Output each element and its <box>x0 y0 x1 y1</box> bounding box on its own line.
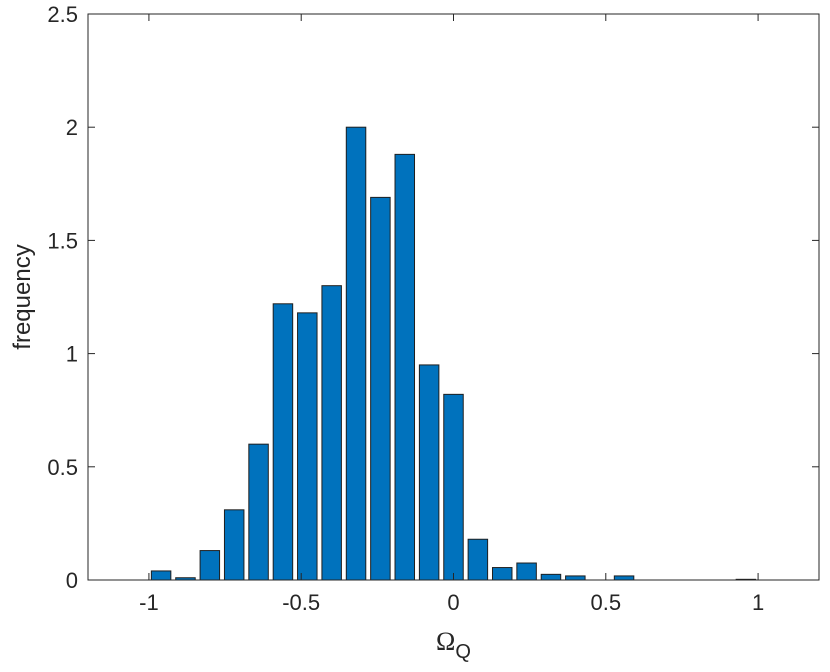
ticks-group <box>88 13 819 581</box>
y-tick-label: 0 <box>66 568 78 593</box>
x-tick-label: -0.5 <box>282 590 320 615</box>
histogram-bar <box>370 196 391 581</box>
histogram-bar <box>394 153 416 581</box>
y-axis-label: frequency <box>9 244 36 349</box>
histogram-bar <box>418 364 440 581</box>
bars-group <box>150 126 757 581</box>
y-tick-label: 1 <box>66 342 78 367</box>
histogram-bar <box>248 443 269 581</box>
histogram-bar <box>199 550 221 581</box>
histogram-bar <box>491 567 513 581</box>
histogram-bar <box>150 570 172 581</box>
histogram-bar <box>516 562 537 581</box>
histogram-bar <box>467 538 489 581</box>
histogram-bar <box>345 126 367 581</box>
x-tick-label: 1 <box>752 590 764 615</box>
y-tick-label: 1.5 <box>47 228 78 253</box>
y-tick-label: 2.5 <box>47 2 78 27</box>
histogram-bar <box>540 573 562 581</box>
x-axis-label-main: Ω <box>436 627 455 656</box>
histogram-bar <box>613 575 635 581</box>
histogram-bar <box>223 509 245 581</box>
x-tick-label: -1 <box>139 590 159 615</box>
x-axis-label: ΩQ <box>436 627 471 663</box>
tick-labels-group: -1 -0.5 0 0.5 1 0 0.5 1 1.5 2 2.5 <box>47 2 764 615</box>
y-tick-label: 2 <box>66 115 78 140</box>
y-tick-label: 0.5 <box>47 455 78 480</box>
histogram-bar <box>443 393 464 581</box>
x-tick-label: 0 <box>447 590 459 615</box>
histogram-bar <box>297 312 318 581</box>
histogram-bar <box>272 303 294 581</box>
x-axis-label-subscript: Q <box>455 641 471 663</box>
x-tick-label: 0.5 <box>590 590 621 615</box>
histogram-bar <box>321 285 342 581</box>
histogram-bar <box>565 575 586 581</box>
